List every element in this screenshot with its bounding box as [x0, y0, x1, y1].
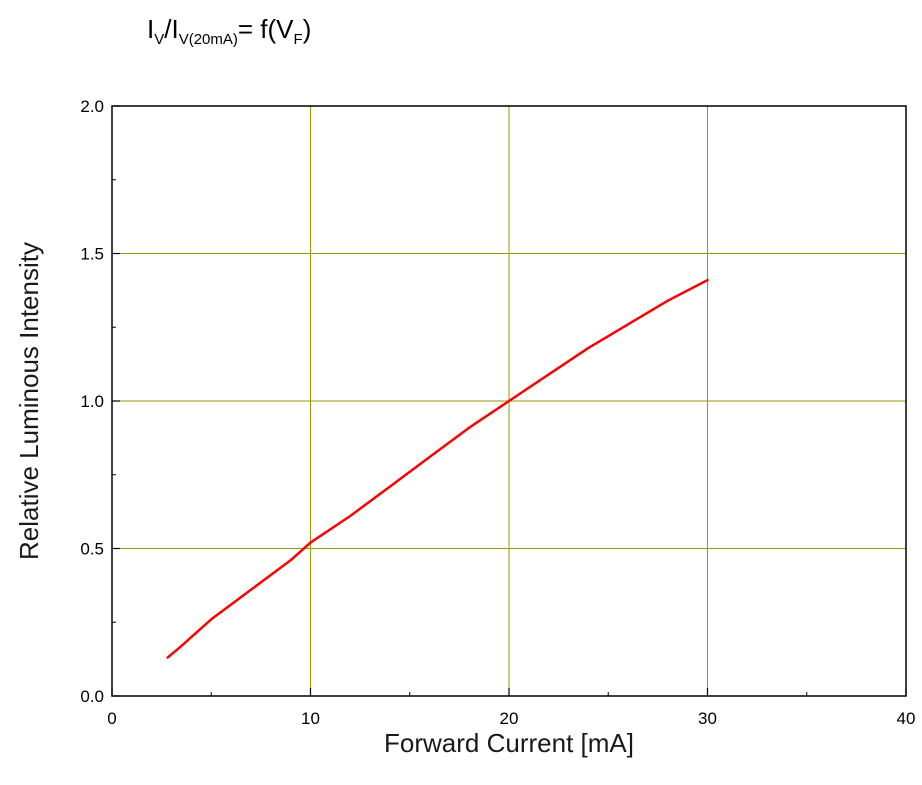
y-tick-label-1: 0.5: [80, 540, 104, 559]
y-tick-label-4: 2.0: [80, 97, 104, 116]
x-tick-label-3: 30: [698, 709, 717, 728]
x-tick-label-0: 0: [107, 709, 116, 728]
title-part-4: ): [303, 14, 312, 44]
y-axis-label: Relative Luminous Intensity: [14, 242, 44, 560]
y-tick-label-0: 0.0: [80, 687, 104, 706]
title-part-3: = f(V: [238, 14, 294, 44]
title-sub-3: F: [294, 31, 303, 48]
title-part-1: I: [147, 14, 154, 44]
x-tick-label-1: 10: [301, 709, 320, 728]
title-sub-2: V(20mA): [179, 31, 238, 48]
tick-labels: 0 10 20 30 40 0.0 0.5 1.0 1.5 2.0: [80, 97, 915, 728]
x-tick-label-2: 20: [500, 709, 519, 728]
y-tick-label-2: 1.0: [80, 392, 104, 411]
title-part-2: /I: [164, 14, 178, 44]
chart-title: IV/IV(20mA)= f(VF): [147, 14, 311, 48]
axis-ticks: [111, 105, 907, 697]
series-line-0: [166, 278, 709, 659]
y-tick-label-3: 1.5: [80, 245, 104, 264]
x-tick-label-4: 40: [897, 709, 916, 728]
title-sub-1: V: [154, 31, 164, 48]
series-layer: [166, 278, 709, 659]
x-axis-label: Forward Current [mA]: [384, 728, 634, 758]
